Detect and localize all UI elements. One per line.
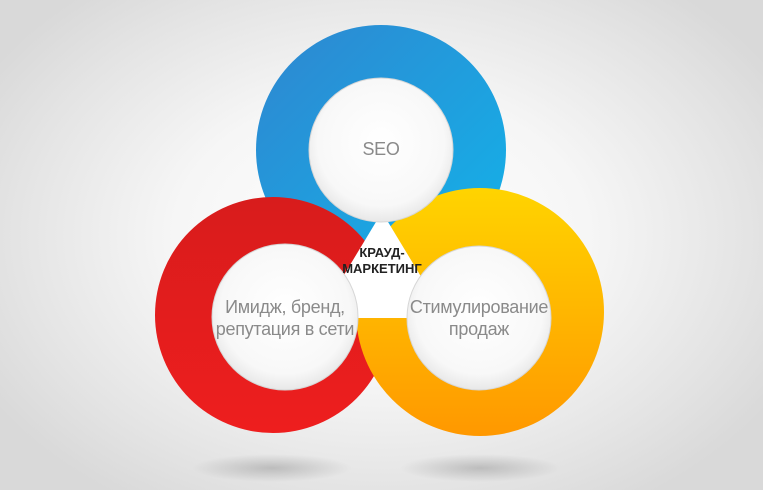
label-image-line2: репутация в сети [215, 319, 355, 339]
label-seo: SEO [311, 138, 451, 160]
label-sales: Стимулирование продаж [399, 296, 559, 340]
label-sales-line1: Стимулирование [409, 297, 549, 317]
center-label-line2: МАРКЕТИНГ [342, 261, 422, 276]
inner-circle-seo [308, 77, 454, 223]
inner-circle-image [211, 243, 359, 391]
label-image-brand: Имидж, бренд, репутация в сети [205, 296, 365, 340]
center-label: КРАУД- МАРКЕТИНГ [322, 245, 442, 277]
shadow-left [192, 454, 352, 482]
shadow-right [400, 454, 560, 482]
label-image-line1: Имидж, бренд, [225, 297, 345, 317]
center-label-line1: КРАУД- [359, 245, 405, 260]
inner-circle-sales [406, 245, 552, 391]
label-seo-line1: SEO [362, 139, 400, 159]
label-sales-line2: продаж [448, 319, 510, 339]
